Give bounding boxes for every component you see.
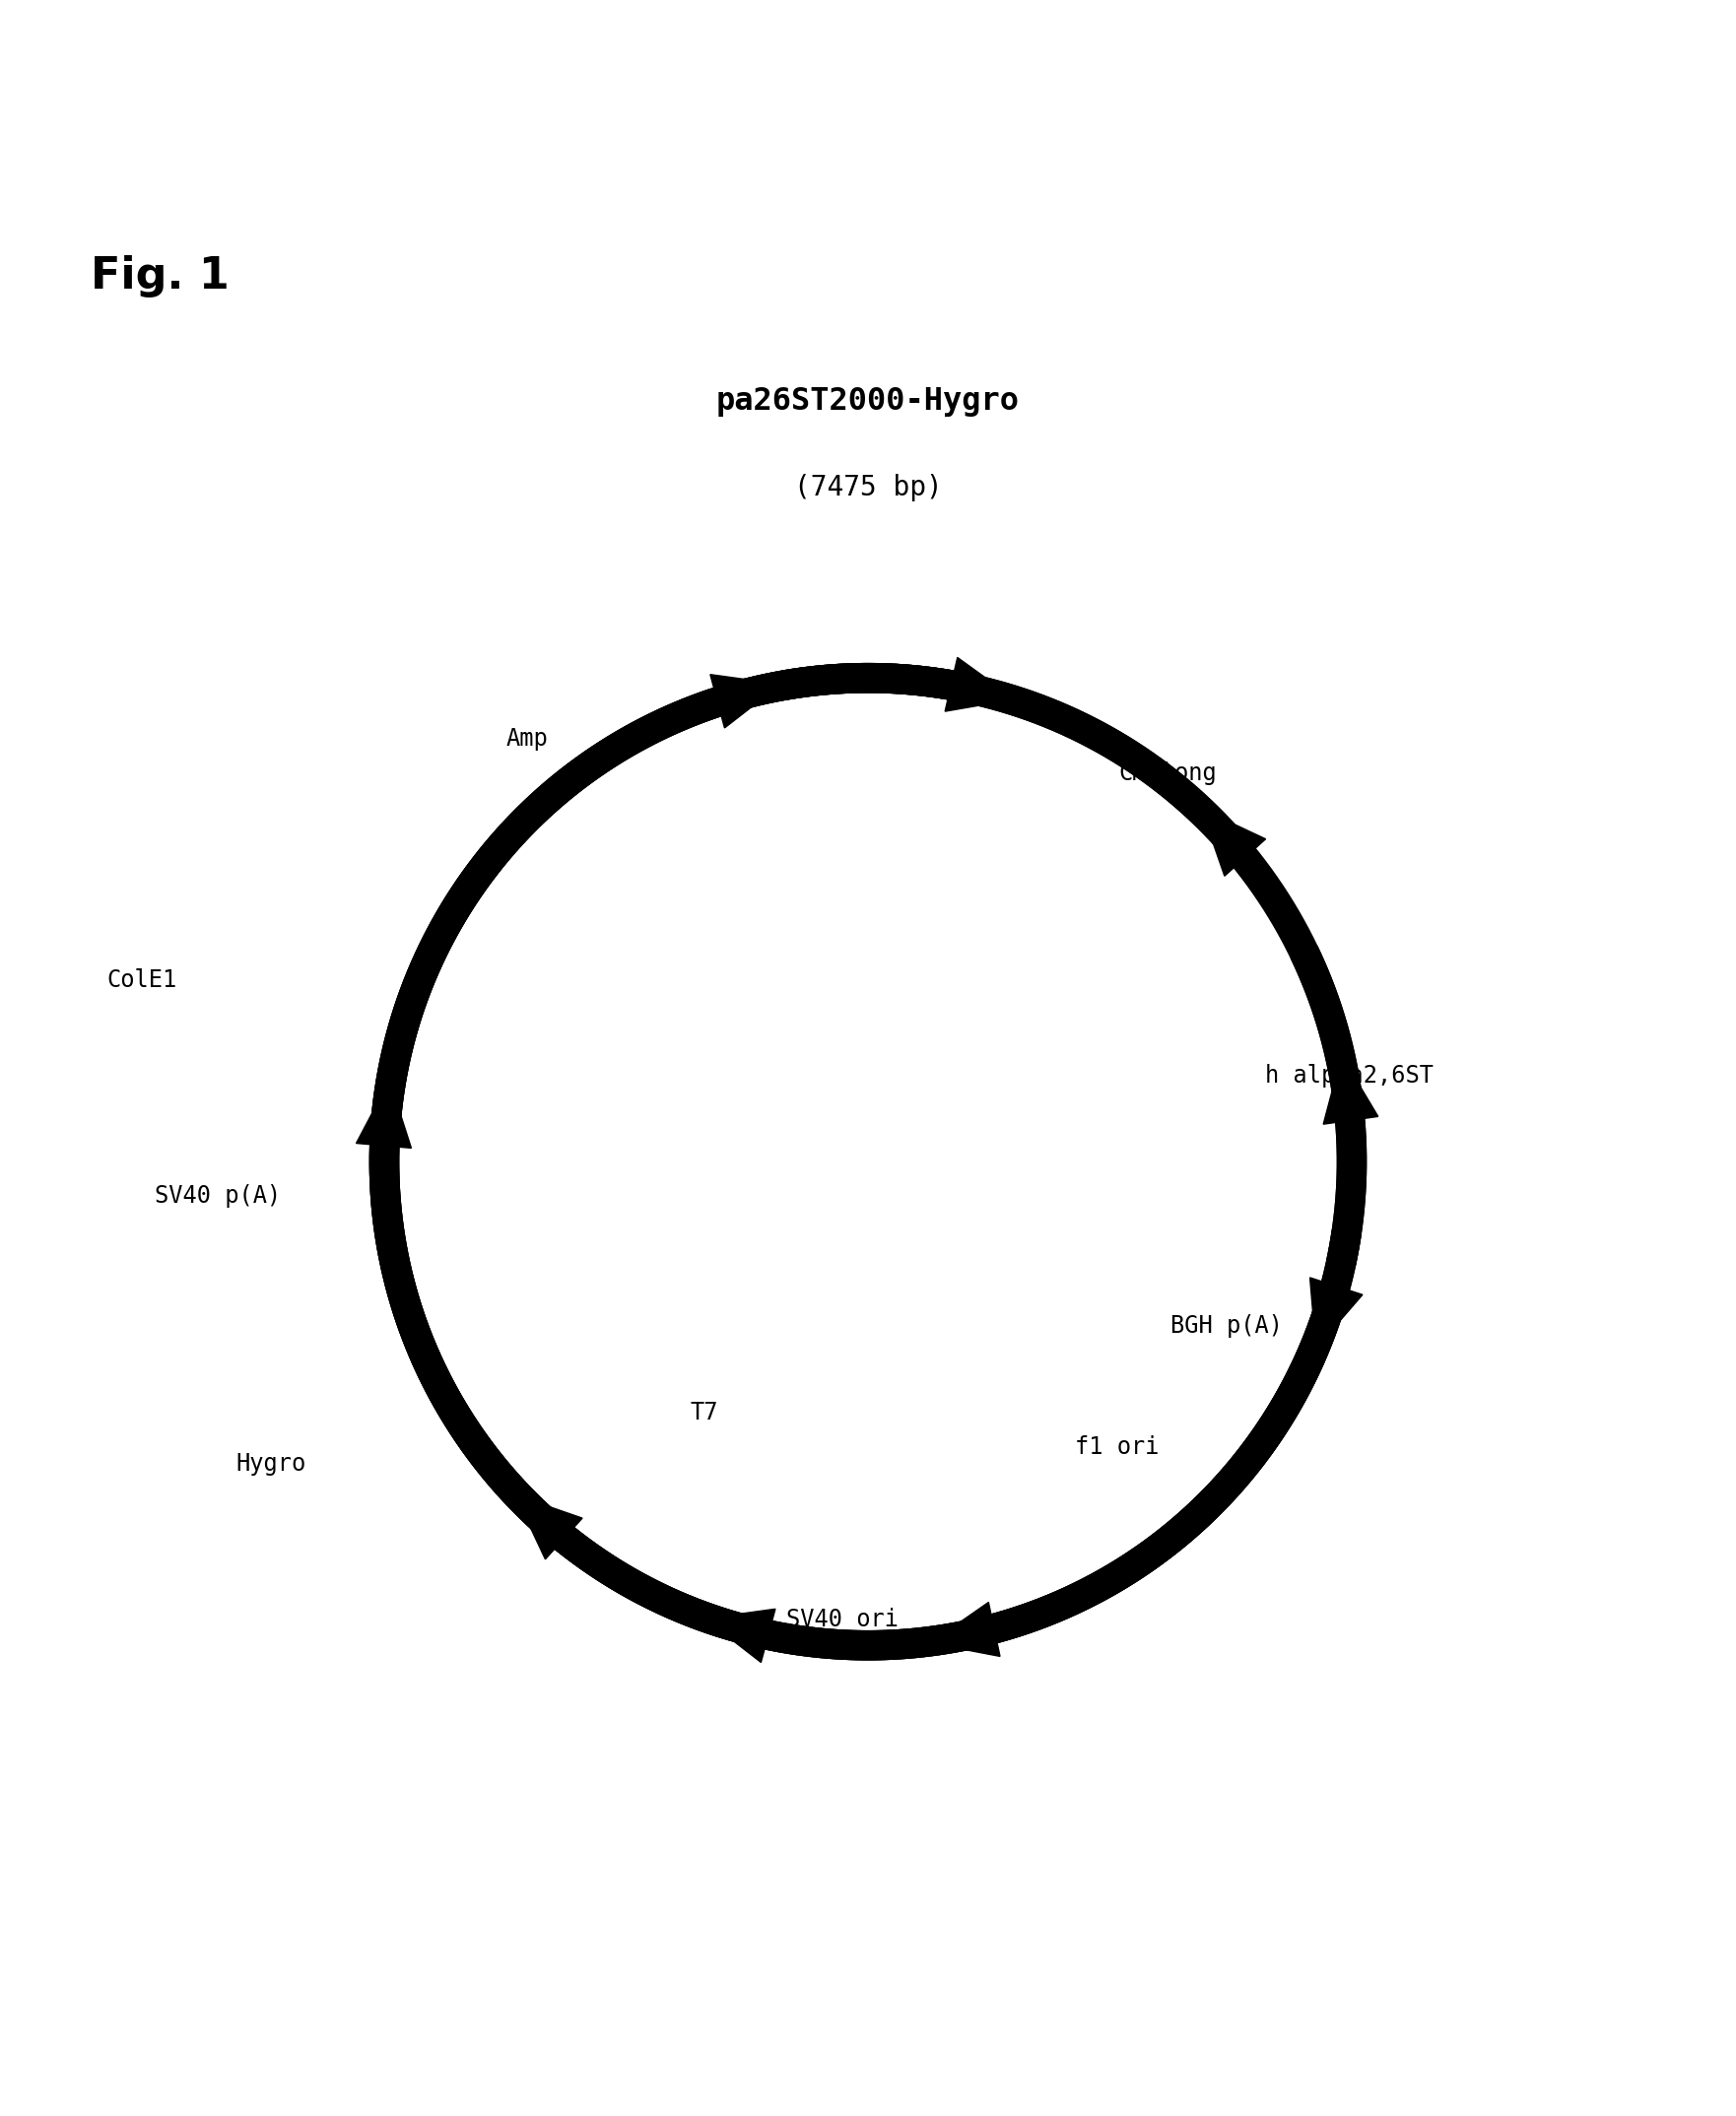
Polygon shape [705,1608,776,1663]
Text: Amp: Amp [507,726,549,751]
Text: T7: T7 [689,1401,719,1424]
Text: Fig. 1: Fig. 1 [90,254,229,296]
Text: pa26ST2000-Hygro: pa26ST2000-Hygro [717,387,1019,417]
Text: f1 ori: f1 ori [1075,1435,1160,1458]
Polygon shape [1201,808,1266,876]
Text: Hygro: Hygro [236,1452,307,1475]
Text: SV40 p(A): SV40 p(A) [155,1185,281,1208]
Polygon shape [944,658,1016,711]
Text: BGH p(A): BGH p(A) [1170,1314,1283,1337]
Polygon shape [356,1081,411,1149]
Text: ColE1: ColE1 [106,969,177,992]
Polygon shape [930,1602,1000,1657]
Text: SV40 ori: SV40 ori [786,1608,898,1631]
Polygon shape [516,1494,582,1559]
Polygon shape [710,675,781,728]
Polygon shape [1311,1278,1363,1348]
Text: (7475 bp): (7475 bp) [793,474,943,501]
Text: CMVlong: CMVlong [1118,762,1217,785]
Polygon shape [1323,1056,1378,1124]
Text: h alpha2,6ST: h alpha2,6ST [1266,1064,1434,1088]
